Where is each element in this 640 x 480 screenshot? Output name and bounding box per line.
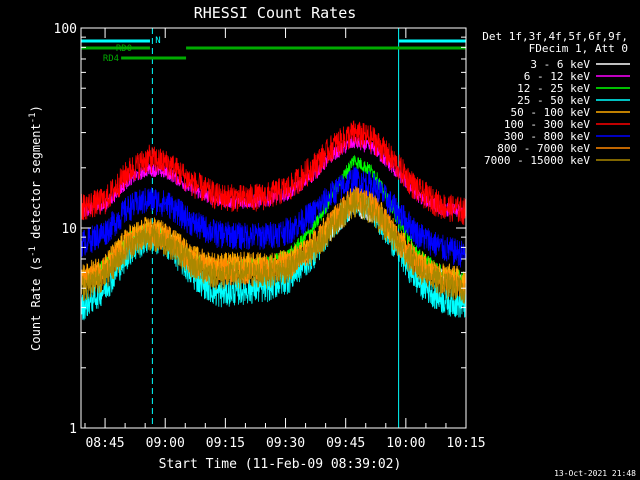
legend-label-7000-15000-kev: 7000 - 15000 keV: [484, 154, 590, 167]
legend-header-decim: FDecim 1, Att 0: [529, 42, 628, 55]
legend-label-12-25-kev: 12 - 25 keV: [517, 82, 590, 95]
legend-label-800-7000-kev: 800 - 7000 keV: [497, 142, 590, 155]
x-tick-label-08-45: 08:45: [85, 436, 124, 451]
x-tick-label-10-15: 10:15: [446, 436, 485, 451]
status-bar-label-n: N: [155, 36, 160, 46]
y-tick-label-100: 100: [54, 22, 77, 37]
series-lines: [80, 120, 467, 321]
y-axis-ticks: 1 10 100: [54, 22, 466, 437]
y-tick-label-1: 1: [69, 422, 77, 437]
legend-label-300-800-kev: 300 - 800 keV: [504, 130, 590, 143]
legend-label-6-12-kev: 6 - 12 keV: [524, 70, 591, 83]
legend-header-detectors: Det 1f,3f,4f,5f,6f,9f,: [482, 30, 628, 43]
x-tick-label-09-30: 09:30: [266, 436, 305, 451]
status-bar-label-rd0: RD0: [116, 44, 132, 54]
generation-timestamp: 13-Oct-2021 21:48: [554, 469, 636, 478]
y-axis-label: Count Rate (s-1 detector segment-1): [28, 105, 43, 351]
series-line-7000-15000-kev: [80, 189, 467, 304]
x-tick-label-10-00: 10:00: [386, 436, 425, 451]
x-tick-label-09-45: 09:45: [326, 436, 365, 451]
x-axis-label: Start Time (11-Feb-09 08:39:02): [159, 457, 402, 472]
x-tick-label-09-00: 09:00: [146, 436, 185, 451]
legend-label-50-100-kev: 50 - 100 keV: [511, 106, 591, 119]
x-axis-ticks: 08:45 09:00 09:15 09:30 09:45 10:00 10:15: [84, 28, 486, 451]
x-tick-label-09-15: 09:15: [206, 436, 245, 451]
legend-label-25-50-kev: 25 - 50 keV: [517, 94, 590, 107]
status-bar-label-rd4: RD4: [103, 54, 119, 64]
chart-title: RHESSI Count Rates: [194, 4, 357, 22]
y-tick-label-10: 10: [61, 222, 77, 237]
series-line-100-300-kev: [80, 120, 467, 225]
legend: Det 1f,3f,4f,5f,6f,9f, FDecim 1, Att 0 3…: [482, 30, 630, 167]
legend-label-100-300-kev: 100 - 300 keV: [504, 118, 590, 131]
legend-label-3-6-kev: 3 - 6 keV: [530, 58, 590, 71]
series-line-300-800-kev: [80, 166, 467, 268]
